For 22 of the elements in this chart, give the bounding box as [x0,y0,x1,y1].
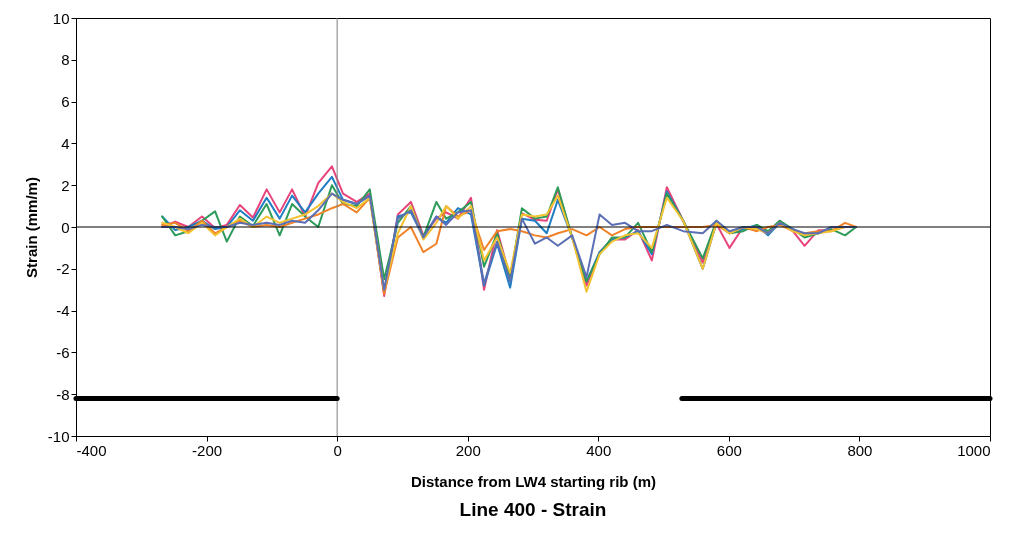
y-tick-label: 8 [61,51,70,69]
x-tick-label: -200 [192,441,223,459]
y-tick-label: 6 [61,93,70,111]
y-tick-label: -10 [47,427,70,445]
y-tick-label: 2 [61,176,70,194]
x-tick-label: -400 [76,441,107,459]
y-tick-label: -4 [56,302,70,320]
y-tick-label: -6 [56,343,70,361]
x-tick-label: 800 [847,441,873,459]
x-axis-title: Distance from LW4 starting rib (m) [410,472,657,490]
x-tick-label: 0 [333,441,342,459]
x-tick-label: 1000 [957,441,991,459]
x-tick-label: 400 [586,441,612,459]
y-tick-label: 0 [61,218,70,236]
y-tick-label: -8 [56,385,70,403]
x-tick-label: 600 [716,441,742,459]
y-tick-label: -2 [56,260,70,278]
y-tick-label: 10 [52,9,70,27]
y-axis-title: Strain (mm/m) [22,177,40,278]
x-tick-label: 200 [455,441,481,459]
y-tick-label: 4 [61,134,70,152]
text: Line 400 - Strain [459,499,607,520]
